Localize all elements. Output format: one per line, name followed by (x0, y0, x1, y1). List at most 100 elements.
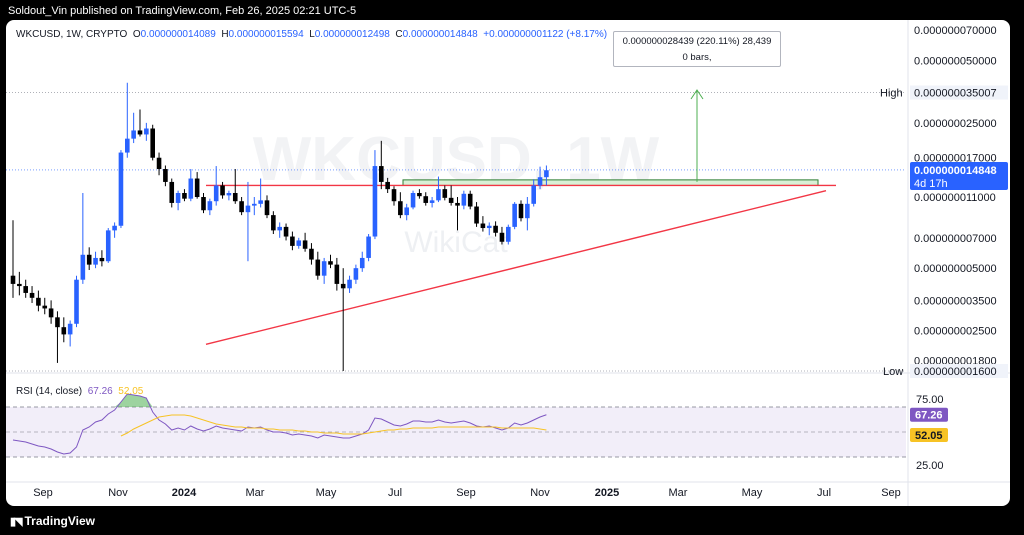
candle-body (321, 261, 327, 276)
candle-body (112, 225, 117, 231)
candle-body (506, 226, 511, 242)
candle-body (302, 240, 308, 249)
candle-body (182, 193, 187, 199)
candle-body (36, 297, 41, 306)
legend-open: 0.000000014089 (140, 29, 216, 40)
candle-body (74, 279, 79, 324)
candle-body (429, 200, 435, 203)
candle-body (93, 257, 98, 265)
candle-body (537, 177, 543, 186)
chart-card[interactable]: WKCUSD, 1W WikiCat 0.000000070000 0.000000… (6, 20, 1010, 506)
resistance-zone (402, 179, 819, 186)
candle-body (372, 166, 378, 237)
candle-body (29, 292, 35, 298)
low-value: 0.000000001600 (914, 366, 997, 378)
price-axis-label: 0.000000050000 (914, 55, 997, 67)
candle-body (156, 157, 162, 170)
candle-body (518, 203, 524, 219)
candle-body (417, 193, 422, 197)
time-axis-label: 2025 (595, 487, 619, 499)
rsi-ma-value-tag (910, 427, 948, 442)
candle-body (17, 283, 22, 287)
legend-l-label: L (309, 29, 315, 40)
candle-body (271, 215, 276, 231)
time-axis-label: Mar (246, 487, 265, 499)
candle-body (207, 201, 213, 211)
legend-low: 0.000000012498 (314, 29, 390, 40)
candle-body (410, 193, 416, 208)
support-trendline[interactable] (205, 189, 827, 346)
candle-body (442, 189, 448, 198)
candle-body (125, 138, 130, 153)
candle-body (137, 130, 143, 135)
price-axis-label: 0.000000025000 (914, 118, 997, 130)
candle-body (105, 230, 111, 262)
rsi-ma-line (120, 414, 547, 437)
candle-body (220, 185, 225, 196)
candle-body (188, 178, 194, 199)
candle-body (340, 283, 346, 289)
time-axis-label: Sep (33, 487, 53, 499)
legend-change: +0.000000001122 (+8.17%) (483, 29, 608, 40)
candle-body (55, 317, 60, 328)
high-label: High (880, 88, 903, 100)
candle-body (239, 201, 244, 213)
time-axis-label: May (316, 487, 337, 499)
legend-symbol: WKCUSD, 1W, CRYPTO (16, 29, 128, 40)
candle-body (474, 206, 479, 224)
time-axis-label: Jul (817, 487, 831, 499)
price-axis-label: 0.000000070000 (914, 25, 997, 37)
candle-body (347, 279, 352, 289)
rsi-label: RSI (14, close) (16, 386, 83, 397)
candle-body (245, 205, 251, 213)
rsi-value-tag (910, 407, 948, 422)
rsi-axis-75: 75.00 (916, 394, 944, 406)
candle-body (150, 128, 155, 158)
legend-close: 0.000000014848 (402, 29, 478, 40)
candle-body (366, 236, 371, 258)
candle-body (461, 193, 467, 206)
price-axis-label: 0.000000017000 (914, 153, 997, 165)
candle-body (99, 257, 105, 262)
candle-body (436, 189, 441, 201)
rsi-ma-value-text: 52.05 (915, 430, 943, 442)
candle-body (467, 193, 473, 207)
candle-body (398, 201, 403, 216)
publisher-line: Soldout_Vin published on TradingView.com… (8, 5, 357, 17)
rsi-legend: RSI (14, close) 67.26 52.05 (16, 386, 143, 397)
symbol-legend: WKCUSD, 1W, CRYPTO O0.000000014089 H0.00… (16, 29, 607, 40)
candle-body (499, 232, 505, 242)
current-price-countdown: 4d 17h (914, 178, 948, 190)
candle-body (144, 128, 149, 135)
candle-body (353, 268, 359, 280)
candle-body (309, 248, 314, 260)
candle-body (23, 286, 28, 293)
legend-h-label: H (221, 29, 229, 40)
candle-body (404, 207, 409, 216)
candle-body (201, 197, 206, 211)
candle-body (80, 254, 86, 280)
candle-body (296, 240, 302, 246)
high-value-bg (910, 85, 1008, 100)
candle-body (480, 223, 486, 229)
candle-body (315, 259, 321, 276)
time-axis-label: Sep (881, 487, 901, 499)
candle-body (42, 305, 48, 309)
candle-body (61, 327, 67, 335)
tradingview-logo[interactable]: ▮◥ TradingView (10, 514, 95, 528)
target-arrow-head (690, 89, 704, 100)
rsi-value-text: 67.26 (915, 410, 943, 422)
candle-body (448, 197, 454, 203)
candle-body (175, 193, 181, 203)
rsi-axis-25: 25.00 (916, 460, 944, 472)
candle-body (290, 236, 295, 246)
current-price-tag (910, 161, 1008, 190)
candle-body (86, 254, 92, 265)
candle-body (67, 323, 73, 335)
price-axis-label: 0.000000007000 (914, 233, 997, 245)
rsi-legend-ma-value: 52.05 (118, 386, 144, 397)
measure-line-1: 0.000000028439 (220.11%) 28,439 (622, 36, 772, 47)
candle-body (328, 261, 333, 265)
